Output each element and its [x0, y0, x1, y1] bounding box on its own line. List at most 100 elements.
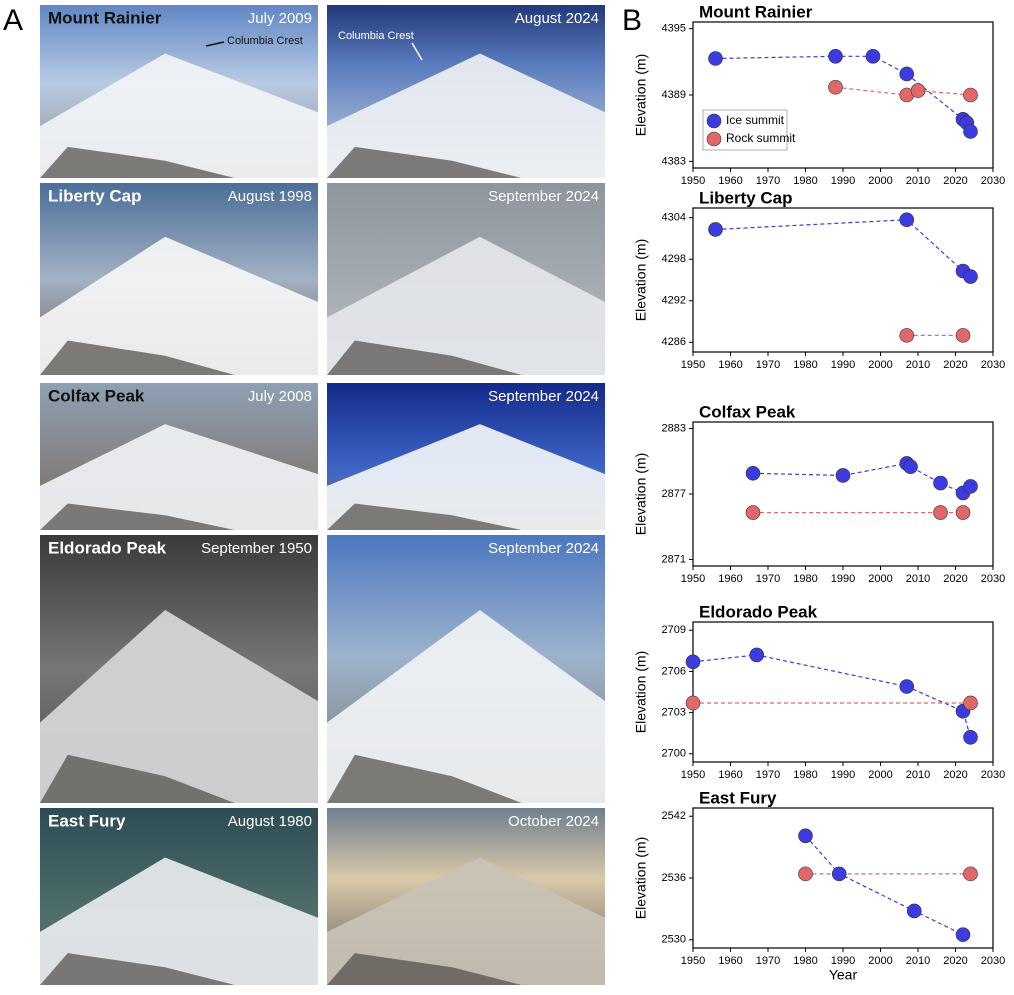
x-axis-label: Year: [829, 967, 858, 983]
y-tick-label: 2709: [662, 624, 686, 636]
x-tick-label: 2030: [981, 769, 1005, 781]
photo-rock: [327, 953, 522, 985]
x-tick-label: 2000: [868, 359, 892, 371]
series-line: [805, 835, 964, 936]
chart-title: Liberty Cap: [699, 188, 793, 207]
x-tick-label: 1950: [681, 769, 705, 781]
series-line: [692, 654, 972, 738]
y-tick-label: 2700: [662, 748, 686, 760]
x-tick-label: 1950: [681, 175, 705, 187]
data-point: [933, 505, 948, 520]
data-point: [955, 328, 971, 343]
x-tick-label: 1990: [831, 175, 855, 187]
plot-frame: [692, 621, 994, 763]
y-tick-label: 4298: [662, 253, 686, 265]
x-tick-label: 1950: [681, 359, 705, 371]
photo-annotation: Columbia Crest: [338, 30, 414, 42]
x-tick-label: 1980: [793, 769, 817, 781]
photo-title: East Fury: [48, 811, 126, 830]
photo-rock: [327, 503, 522, 530]
photo-date: August 1998: [228, 188, 312, 205]
x-tick-label: 2010: [906, 955, 930, 967]
photo-snow: [327, 53, 605, 178]
y-tick-label: 2883: [662, 422, 686, 434]
data-point: [906, 903, 922, 919]
data-point: [910, 83, 926, 98]
panel-label: B: [622, 4, 642, 37]
data-point: [798, 828, 813, 844]
x-tick-label: 2010: [906, 175, 930, 187]
legend-label: Rock summit: [726, 131, 796, 145]
data-point: [963, 87, 978, 103]
photo-rock: [40, 754, 235, 803]
data-point: [963, 729, 978, 745]
series-line: [715, 219, 971, 278]
photo-date: September 2024: [488, 540, 599, 557]
legend-marker: [706, 113, 722, 129]
y-tick-label: 4383: [662, 155, 686, 167]
x-tick-label: 2000: [868, 175, 892, 187]
y-tick-label: 2706: [662, 665, 686, 677]
photo-rock: [40, 146, 235, 178]
x-tick-label: 1960: [718, 175, 742, 187]
plot-frame: [692, 207, 994, 353]
y-tick-label: 2871: [662, 553, 686, 565]
x-tick-label: 2030: [981, 175, 1005, 187]
data-point: [963, 479, 978, 494]
data-point: [865, 48, 881, 64]
photo-snow: [327, 236, 605, 375]
photo-snow: [40, 236, 318, 375]
y-tick-label: 2530: [662, 934, 686, 946]
data-point: [745, 465, 761, 481]
photo-snow: [327, 857, 605, 985]
photo-rock: [40, 503, 235, 530]
data-point: [963, 695, 978, 711]
data-point: [963, 866, 978, 882]
x-tick-label: 1980: [793, 573, 817, 585]
data-point: [899, 328, 915, 343]
x-tick-label: 2000: [868, 769, 892, 781]
y-tick-label: 2877: [662, 488, 686, 500]
y-axis-label: Elevation (m): [633, 239, 649, 321]
x-tick-label: 2010: [906, 359, 930, 371]
y-tick-label: 4292: [662, 295, 686, 307]
panel-label: A: [3, 4, 23, 37]
x-tick-label: 1980: [793, 175, 817, 187]
photo-date: August 1980: [228, 813, 312, 830]
photo-date: September 2024: [488, 388, 599, 405]
data-point: [828, 48, 843, 64]
x-tick-label: 2030: [981, 359, 1005, 371]
photo-date: July 2008: [248, 388, 312, 405]
x-tick-label: 2020: [943, 175, 967, 187]
photo-date: July 2009: [248, 10, 312, 27]
x-tick-label: 1970: [756, 769, 780, 781]
y-tick-label: 4286: [662, 336, 686, 348]
photo-title: Colfax Peak: [48, 386, 145, 405]
x-tick-label: 1990: [831, 359, 855, 371]
x-tick-label: 2000: [868, 573, 892, 585]
data-point: [899, 679, 915, 694]
photo-snow: [327, 610, 605, 803]
photo-snow: [327, 424, 605, 530]
photo-annotation: Columbia Crest: [227, 35, 303, 47]
data-point: [963, 124, 978, 139]
data-point: [745, 505, 761, 520]
x-tick-label: 2010: [906, 573, 930, 585]
x-tick-label: 1970: [756, 955, 780, 967]
data-point: [798, 866, 813, 882]
y-tick-label: 4389: [662, 89, 686, 101]
x-tick-label: 2030: [981, 573, 1005, 585]
x-tick-label: 1970: [756, 359, 780, 371]
y-tick-label: 2703: [662, 706, 686, 718]
data-point: [899, 212, 915, 228]
legend-label: Ice summit: [726, 113, 785, 127]
photo-title: Eldorado Peak: [48, 538, 167, 557]
legend-marker: [706, 131, 722, 147]
photo-date: September 2024: [488, 188, 599, 205]
chart-title: East Fury: [699, 788, 777, 807]
chart-title: Eldorado Peak: [699, 602, 818, 621]
y-axis-label: Elevation (m): [633, 651, 649, 733]
photo-snow: [40, 424, 318, 530]
y-tick-label: 4304: [662, 212, 686, 224]
